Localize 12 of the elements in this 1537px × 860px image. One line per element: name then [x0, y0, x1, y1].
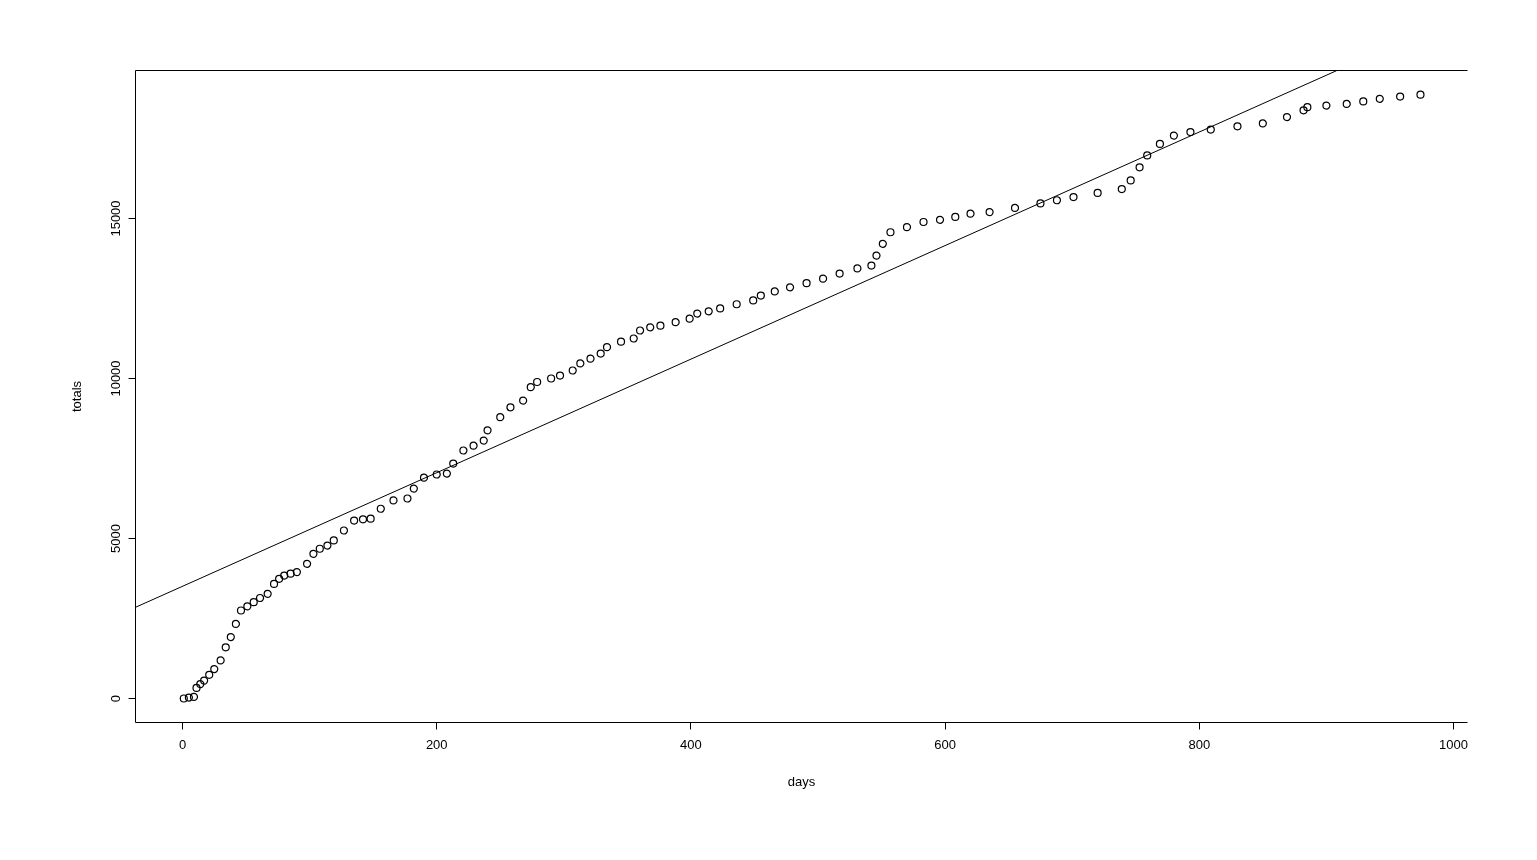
y-tick-label: 15000	[107, 200, 123, 237]
x-tick-label: 600	[934, 736, 956, 752]
x-tick-label: 1000	[1439, 736, 1468, 752]
y-tick-label: 10000	[107, 360, 123, 397]
y-tick-label: 0	[107, 694, 123, 703]
x-tick-label: 800	[1188, 736, 1211, 752]
x-axis-title: days	[787, 773, 816, 789]
y-axis-title: totals	[68, 380, 84, 413]
x-tick-label: 200	[425, 736, 448, 752]
x-tick-label: 400	[680, 736, 702, 752]
y-tick-label: 5000	[107, 524, 123, 553]
x-tick-label: 0	[178, 736, 187, 752]
